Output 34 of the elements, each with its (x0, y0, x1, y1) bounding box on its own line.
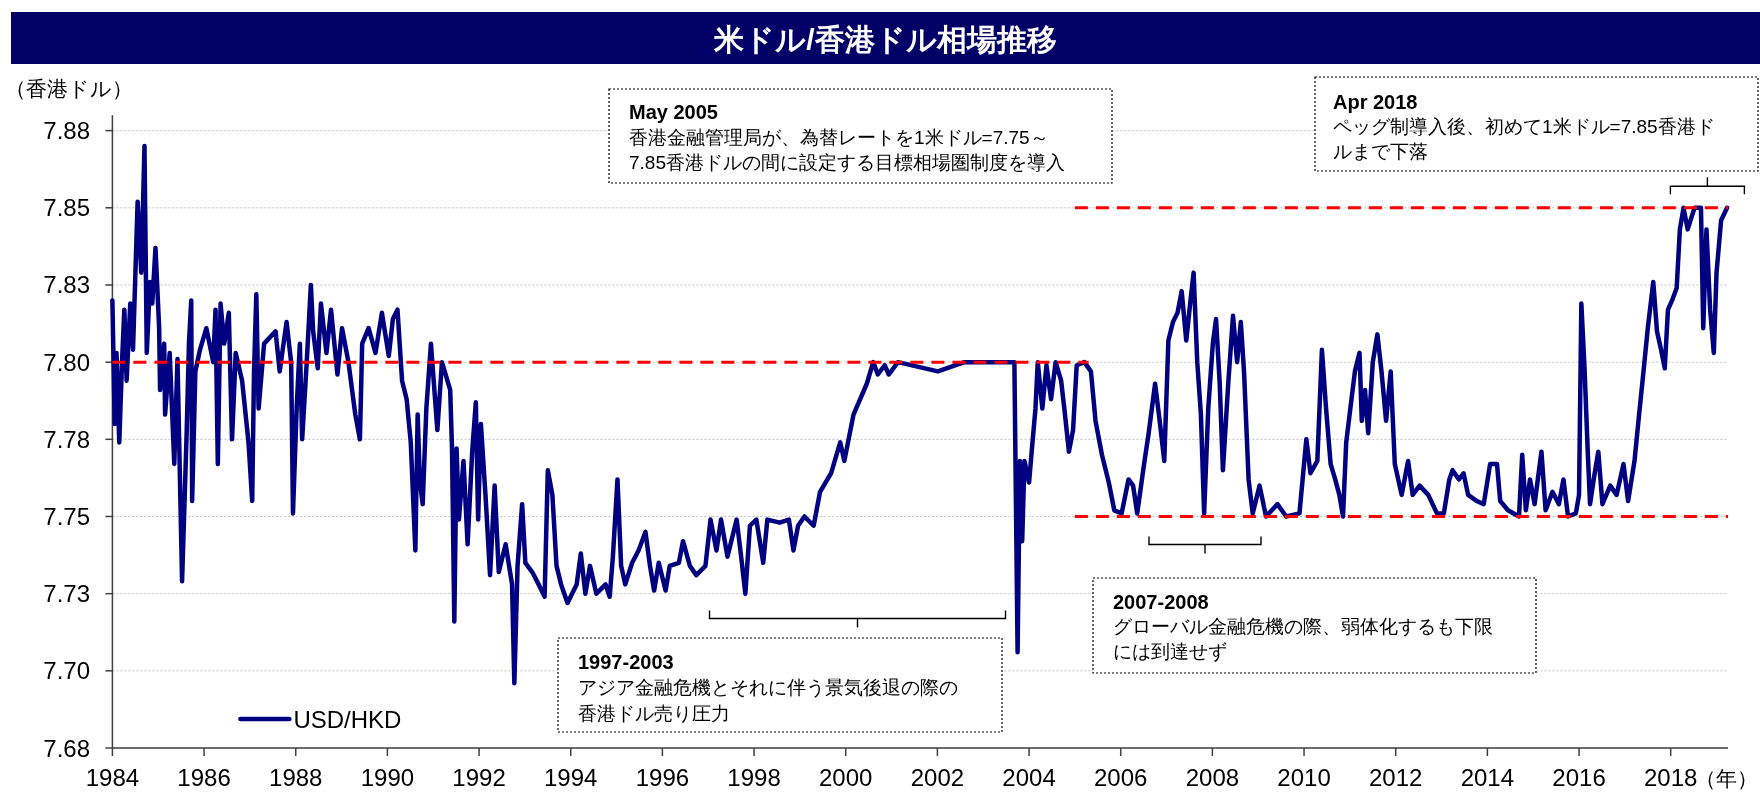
x-tick-label: 2000 (819, 763, 873, 791)
x-tick-label: 2016 (1552, 763, 1606, 791)
y-tick-label: 7.70 (43, 657, 90, 685)
x-tick-label: 1996 (635, 763, 690, 791)
chart-title: 米ドル/香港ドル相場推移 (713, 22, 1057, 56)
x-tick-label: 2006 (1094, 763, 1148, 791)
x-tick-label: 2012 (1369, 763, 1423, 791)
y-tick-label: 7.85 (43, 194, 90, 222)
x-tick-label: 2002 (910, 763, 965, 791)
y-tick-label: 7.68 (43, 734, 90, 762)
x-tick-label: 1986 (177, 763, 231, 791)
annotation: 2007-2008 グローバル金融危機の際、弱体化するも下限には到達せず (1113, 591, 1493, 662)
y-tick-label: 7.83 (43, 271, 90, 299)
x-tick-label: 1994 (544, 763, 598, 791)
annotation: Apr 2018 ペッグ制導入後、初めて1米ドル=7.85香港ドルまで下落 (1333, 91, 1715, 162)
x-tick-label: 2008 (1185, 763, 1240, 791)
y-tick-label: 7.75 (43, 502, 90, 530)
y-tick-label: 7.80 (43, 348, 90, 376)
y-tick-label: 7.78 (43, 425, 90, 453)
x-tick-label: 2014 (1460, 763, 1515, 791)
x-tick-label: 1984 (85, 763, 140, 791)
y-tick-label: 7.73 (43, 580, 90, 608)
annotation: 1997-2003 アジア金融危機とそれに伴う景気後退の際の香港ドル売り圧力 (578, 651, 958, 724)
annotation: May 2005 香港金融管理局が、為替レートを1米ドル=7.75～7.85香港ドルの間に設定する目標相場圏制度を導入 (629, 101, 1065, 173)
x-tick-label: 2004 (1002, 763, 1056, 791)
x-tick-label: 1990 (360, 763, 415, 791)
y-tick-label: 7.88 (43, 117, 90, 145)
x-tick-label: 2010 (1277, 763, 1331, 791)
y-axis-title: （香港ドル） (5, 76, 133, 100)
legend-label: USD/HKD (293, 705, 402, 733)
x-tick-label: 1992 (452, 763, 506, 791)
x-tick-label: 2018 (1644, 763, 1698, 791)
x-tick-label: 1988 (269, 763, 323, 791)
x-tick-label: 1998 (727, 763, 781, 791)
